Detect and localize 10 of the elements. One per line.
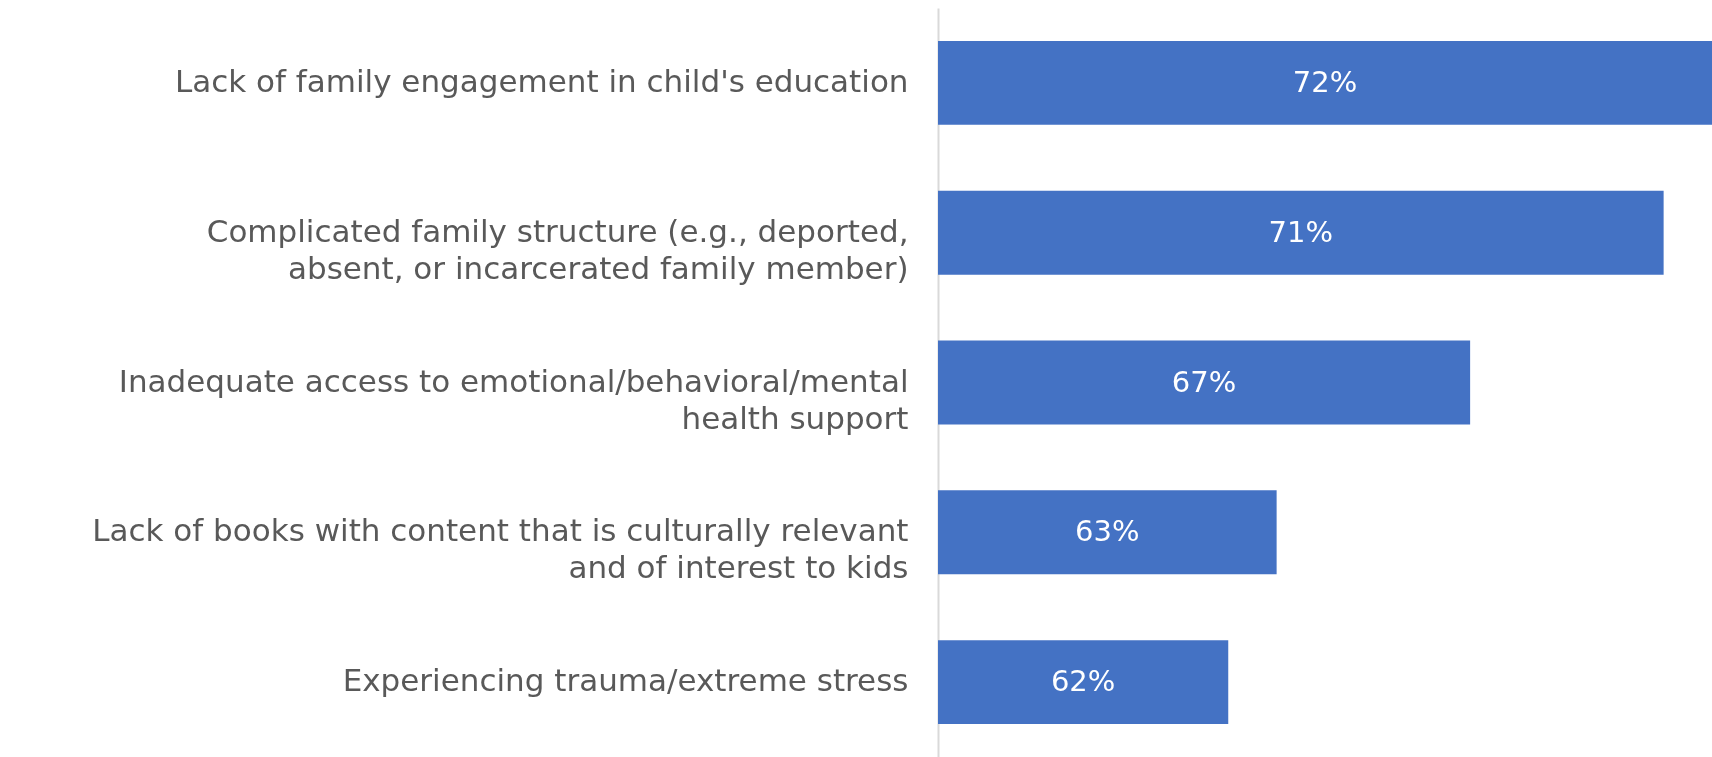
data-label: 67%	[1171, 364, 1237, 399]
data-label: 72%	[1292, 64, 1358, 99]
data-label: 71%	[1268, 214, 1334, 249]
data-label: 63%	[1075, 514, 1140, 549]
y-tick-label: Inadequate access to emotional/behavioral/mental health support	[118, 362, 909, 436]
y-tick-label: Lack of family engagement in child's education	[174, 62, 909, 99]
y-tick-label: Experiencing trauma/extreme stress	[342, 662, 909, 699]
y-tick-label: Complicated family structure (e.g., deported, absent, or incarcerated family member)	[206, 212, 909, 286]
data-label: 62%	[1050, 664, 1116, 699]
y-tick-label: Lack of books with content that is culturally relevant and of interest to kids	[92, 512, 909, 586]
